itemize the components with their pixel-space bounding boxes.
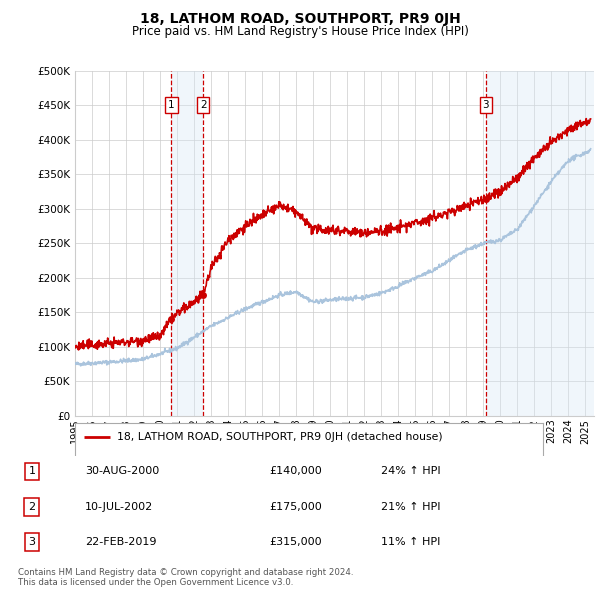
Text: 21% ↑ HPI: 21% ↑ HPI	[381, 502, 440, 512]
Text: 22-FEB-2019: 22-FEB-2019	[85, 537, 157, 547]
Text: 11% ↑ HPI: 11% ↑ HPI	[381, 537, 440, 547]
Text: 10-JUL-2002: 10-JUL-2002	[85, 502, 153, 512]
Text: 18, LATHOM ROAD, SOUTHPORT, PR9 0JH (detached house): 18, LATHOM ROAD, SOUTHPORT, PR9 0JH (det…	[117, 432, 443, 442]
Text: 3: 3	[28, 537, 35, 547]
Text: 24% ↑ HPI: 24% ↑ HPI	[381, 467, 440, 476]
Text: 3: 3	[482, 100, 489, 110]
Text: Contains HM Land Registry data © Crown copyright and database right 2024.
This d: Contains HM Land Registry data © Crown c…	[18, 568, 353, 587]
Text: £140,000: £140,000	[269, 467, 322, 476]
Text: 2: 2	[28, 502, 35, 512]
Text: 2: 2	[200, 100, 206, 110]
Text: 18, LATHOM ROAD, SOUTHPORT, PR9 0JH: 18, LATHOM ROAD, SOUTHPORT, PR9 0JH	[140, 12, 460, 26]
Text: HPI: Average price, detached house, Sefton: HPI: Average price, detached house, Seft…	[117, 456, 355, 466]
Bar	[486, 71, 594, 416]
Text: 30-AUG-2000: 30-AUG-2000	[85, 467, 159, 476]
Bar	[172, 71, 203, 416]
Text: Price paid vs. HM Land Registry's House Price Index (HPI): Price paid vs. HM Land Registry's House …	[131, 25, 469, 38]
Text: 1: 1	[168, 100, 175, 110]
Text: 1: 1	[28, 467, 35, 476]
Text: £315,000: £315,000	[269, 537, 322, 547]
Text: £175,000: £175,000	[269, 502, 322, 512]
